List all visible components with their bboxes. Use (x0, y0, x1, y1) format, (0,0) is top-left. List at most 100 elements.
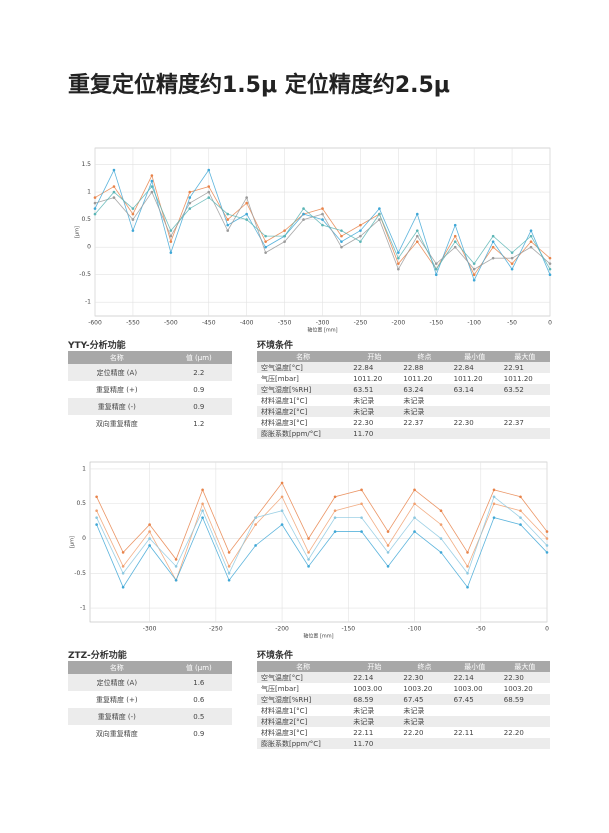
data-point (491, 234, 495, 238)
data-point (302, 212, 305, 216)
table-cell (500, 705, 550, 716)
x-tick-label: -200 (392, 320, 406, 327)
table-cell: 1011.20 (353, 374, 383, 383)
y-axis-label: [µm] (70, 536, 76, 548)
header-cell: 名称 (257, 661, 350, 672)
y-tick-label: 1.5 (81, 161, 91, 168)
data-point (386, 551, 390, 554)
table-row: 空气温度[°C] 22.14 22.30 22.14 22.30 (257, 672, 550, 683)
data-point (188, 207, 192, 210)
data-point (378, 212, 381, 216)
table-row: 空气温度[°C] 22.84 22.88 22.84 22.91 (257, 362, 550, 373)
y-tick-label: -1 (80, 605, 86, 612)
header-cell: 最小值 (449, 351, 500, 362)
data-point (472, 273, 476, 276)
y-tick-label: -0.5 (79, 271, 91, 278)
data-point (112, 185, 116, 188)
table-cell: 0.6 (193, 695, 205, 704)
data-point (548, 256, 552, 260)
data-point (207, 168, 211, 172)
table-cell: 22.30 (353, 418, 374, 427)
data-point (254, 523, 257, 526)
data-point (415, 234, 419, 238)
data-point (112, 190, 116, 194)
table-row: 重复精度 (-) 0.5 (68, 708, 232, 725)
x-tick-label: -300 (316, 320, 330, 327)
y-tick-label: 1 (82, 465, 86, 472)
table-cell (499, 716, 550, 727)
header-cell: 名称 (257, 351, 350, 362)
data-point (360, 488, 363, 492)
section-title: ZTZ-分析功能 (68, 651, 127, 661)
data-point (434, 273, 438, 276)
section-title: YTY-分析功能 (68, 341, 126, 351)
data-point (264, 234, 267, 238)
section-title: 环境条件 (257, 651, 294, 661)
data-point (333, 530, 337, 533)
x-axis-label: 轴位置 [mm] (303, 633, 333, 640)
table-cell: 未记录 (349, 406, 400, 417)
x-tick-label: -250 (209, 626, 223, 633)
data-point (439, 509, 443, 512)
data-point (434, 267, 438, 271)
table-cell: 63.24 (399, 384, 450, 395)
table-cell: 未记录 (399, 406, 450, 417)
data-point (201, 509, 204, 512)
data-point (519, 516, 522, 519)
series-line (96, 516, 548, 589)
data-point (254, 516, 257, 519)
data-point (510, 256, 514, 260)
data-point (453, 234, 457, 238)
table-cell (499, 428, 550, 439)
data-point (280, 509, 284, 512)
header-cell: 终点 (399, 351, 450, 362)
table-row: 材料温度1[°C] 未记录 未记录 (257, 705, 550, 716)
table-cell: 空气湿度[%RH] (257, 384, 350, 395)
data-point (148, 530, 151, 533)
data-point (245, 201, 248, 205)
data-point (280, 495, 284, 499)
table-row: 重复精度 (+) 0.9 (68, 381, 232, 398)
data-point (333, 516, 337, 519)
data-point (283, 229, 286, 232)
data-point (121, 572, 125, 575)
data-table: 名称值 (µm) 定位精度 (A) 2.2 重复精度 (+) 0.9 重复精度 (-) 0.… (68, 351, 232, 432)
data-point (397, 256, 400, 260)
table-cell: 1003.20 (503, 684, 533, 693)
data-point (359, 234, 362, 238)
table-cell (449, 716, 500, 727)
table-cell: 1003.00 (353, 684, 383, 693)
table-cell: 22.37 (503, 418, 524, 427)
table-cell: 空气湿度[%RH] (257, 694, 350, 705)
data-point (226, 218, 230, 221)
table-cell: 1003.20 (403, 684, 433, 693)
table-row: 膨胀系数[ppm/°C] 11.70 (257, 428, 550, 439)
data-point (245, 212, 248, 216)
header-cell: 开始 (349, 661, 400, 672)
table-cell: 重复精度 (-) (68, 708, 166, 725)
table-cell: 22.37 (403, 418, 424, 427)
data-point (340, 234, 343, 238)
y-tick-label: 1 (87, 189, 91, 196)
data-point (150, 190, 154, 194)
table-cell: 22.20 (403, 728, 424, 737)
header-cell: 最大值 (499, 661, 550, 672)
x-tick-label: -50 (476, 626, 486, 633)
table-cell: 22.30 (399, 672, 450, 683)
data-point (227, 565, 231, 568)
data-point (321, 223, 324, 227)
table-cell: 63.14 (449, 384, 500, 395)
table-row: 定位精度 (A) 1.6 (68, 674, 232, 691)
data-point (264, 251, 267, 254)
data-point (466, 551, 469, 554)
table-row: 材料温度2[°C] 未记录 未记录 (257, 406, 550, 417)
y-tick-label: 0.5 (76, 500, 86, 507)
data-point (340, 229, 343, 232)
table-cell (449, 738, 500, 749)
data-point (302, 218, 305, 221)
table-cell: 材料温度1[°C] (261, 706, 308, 715)
data-point (519, 523, 522, 526)
data-point (95, 516, 98, 519)
data-point (207, 196, 211, 199)
data-point (360, 502, 363, 506)
